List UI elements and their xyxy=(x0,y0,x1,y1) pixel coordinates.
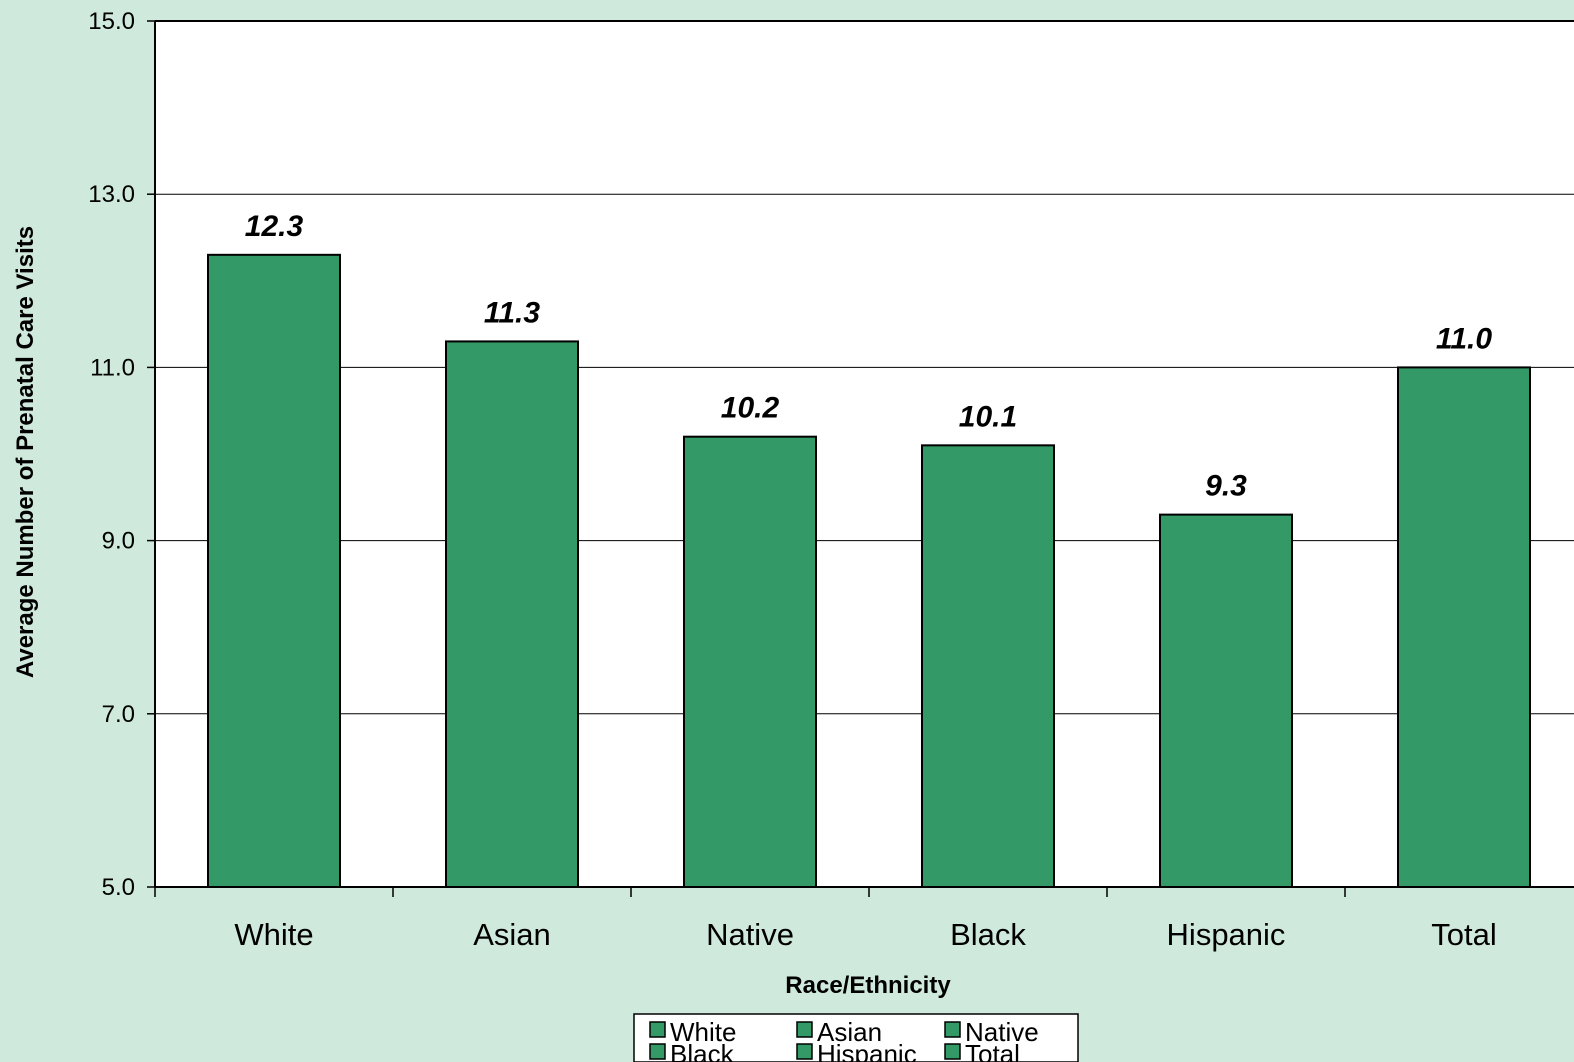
y-tick-label: 9.0 xyxy=(102,528,135,555)
legend-swatch xyxy=(649,1021,666,1038)
plot-area xyxy=(155,21,1574,887)
legend-box xyxy=(633,1013,1079,1062)
y-tick-label: 5.0 xyxy=(102,874,135,901)
y-tick-label: 15.0 xyxy=(88,8,135,35)
x-tick-label: Total xyxy=(1431,917,1496,952)
x-axis-title: Race/Ethnicity xyxy=(785,972,951,999)
legend-label-asian: Asian xyxy=(817,1017,882,1047)
legend-swatch xyxy=(944,1021,961,1038)
data-label-native: 10.2 xyxy=(721,392,780,425)
legend-label-total: Total xyxy=(965,1039,1020,1062)
data-label-asian: 11.3 xyxy=(484,296,540,329)
gridlines xyxy=(155,193,1574,715)
bar-asian xyxy=(445,340,579,889)
legend-swatch xyxy=(796,1043,813,1060)
y-tick-label: 7.0 xyxy=(102,701,135,728)
x-tick-label: Asian xyxy=(473,917,551,952)
legend-swatch xyxy=(796,1021,813,1038)
y-axis-title: Average Number of Prenatal Care Visits xyxy=(12,226,39,678)
legend-swatch xyxy=(944,1043,961,1060)
x-tick-label: White xyxy=(234,917,313,952)
y-tick-label: 13.0 xyxy=(88,181,135,208)
bar-hispanic xyxy=(1159,513,1293,888)
data-label-hispanic: 9.3 xyxy=(1205,470,1247,503)
data-label-total: 11.0 xyxy=(1436,322,1492,355)
y-axis-ticks: 5.0 7.0 9.0 11.0 13.0 15.0 xyxy=(88,8,155,901)
x-tick-label: Black xyxy=(950,917,1026,952)
legend: White Asian Native Black Hispanic Total xyxy=(633,1013,1079,1062)
x-tick-label: Hispanic xyxy=(1167,917,1286,952)
data-label-white: 12.3 xyxy=(245,210,304,243)
bar-white xyxy=(207,253,341,888)
y-tick-label: 11.0 xyxy=(90,354,135,381)
data-labels: 12.3 11.3 10.2 10.1 9.3 11.0 xyxy=(245,210,1493,503)
bar-total xyxy=(1397,366,1531,888)
legend-label-hispanic: Hispanic xyxy=(817,1039,917,1062)
legend-label-black: Black xyxy=(670,1039,735,1062)
legend-label-native: Native xyxy=(965,1017,1039,1047)
bar-native xyxy=(683,435,817,888)
x-axis-ticks: White Asian Native Black Hispanic Total xyxy=(154,887,1497,952)
x-tick-label: Native xyxy=(706,917,794,952)
legend-swatch xyxy=(649,1043,666,1060)
legend-label-white: White xyxy=(670,1017,736,1047)
bar-black xyxy=(921,444,1055,888)
data-label-black: 10.1 xyxy=(959,400,1017,433)
